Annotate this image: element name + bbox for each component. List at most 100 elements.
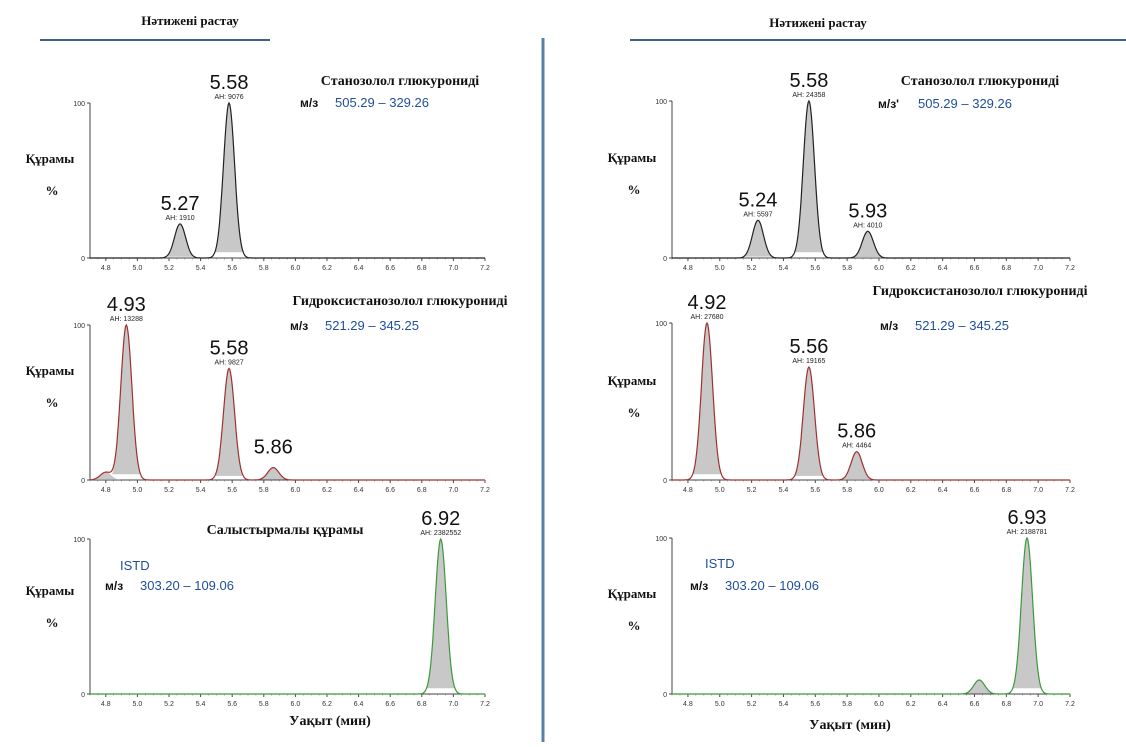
mz-value: 505.29 – 329.26 xyxy=(335,95,429,110)
peak-fill xyxy=(165,223,195,257)
x-tick-label: 5.4 xyxy=(196,265,206,272)
peak-rt-label: 5.58 xyxy=(789,70,828,92)
peak-rt-label: 5.24 xyxy=(738,189,777,211)
y-axis-percent: % xyxy=(628,182,641,197)
y-axis-label: Құрамы xyxy=(26,151,75,166)
x-tick-label: 6.6 xyxy=(970,701,980,708)
y-tick-label: 0 xyxy=(663,256,667,263)
peak-area-label: AH: 4010 xyxy=(853,222,882,229)
peak-fill xyxy=(426,539,455,689)
x-tick-label: 5.8 xyxy=(842,487,852,494)
y-axis-label: Құрамы xyxy=(26,363,75,378)
x-tick-label: 5.2 xyxy=(164,487,174,494)
panel-title: Салыстырмалы құрамы xyxy=(207,523,364,538)
y-tick-label: 100 xyxy=(655,536,667,543)
right-x-axis-title: Уақыт (мин) xyxy=(809,718,891,733)
series-line xyxy=(90,537,485,695)
panel-title: Гидроксистанозолол глюкурониді xyxy=(293,294,508,309)
peak-rt-label: 5.58 xyxy=(210,72,249,94)
series-line xyxy=(672,321,1070,481)
x-tick-label: 6.2 xyxy=(322,265,332,272)
y-tick-label: 100 xyxy=(655,321,667,328)
x-tick-label: 6.6 xyxy=(385,701,395,708)
peak-fill xyxy=(112,325,141,475)
y-tick-label: 0 xyxy=(663,478,667,485)
peak-rt-label: 6.92 xyxy=(421,508,460,530)
x-tick-label: 7.0 xyxy=(449,701,459,708)
y-tick-label: 0 xyxy=(81,692,85,699)
x-tick-label: 4.8 xyxy=(683,701,693,708)
y-tick-label: 100 xyxy=(73,323,85,330)
left-header: Нәтижені растау xyxy=(141,13,239,28)
peak-rt-label: 4.93 xyxy=(107,294,146,316)
mz-value: 303.20 – 109.06 xyxy=(725,578,819,593)
x-tick-label: 5.6 xyxy=(227,701,237,708)
peak-rt-label: 5.93 xyxy=(848,200,887,222)
x-tick-label: 5.0 xyxy=(133,701,143,708)
x-tick-label: 7.2 xyxy=(480,487,490,494)
mz-value: 521.29 – 345.25 xyxy=(325,318,419,333)
peak-rt-label: 5.27 xyxy=(161,193,200,215)
peak-rt-label: 5.86 xyxy=(254,437,293,459)
peak-fill xyxy=(1012,538,1042,689)
y-axis-percent: % xyxy=(46,615,59,630)
panel-title: Гидроксистанозолол глюкурониді xyxy=(873,284,1088,299)
x-tick-label: 7.2 xyxy=(1065,265,1075,272)
x-tick-label: 5.4 xyxy=(779,265,789,272)
peak-area-label: AH: 19165 xyxy=(792,358,825,365)
x-tick-label: 7.2 xyxy=(480,265,490,272)
peak-fill xyxy=(743,220,773,257)
right-header: Нәтижені растау xyxy=(769,15,867,30)
x-tick-label: 4.8 xyxy=(101,701,111,708)
x-tick-label: 6.8 xyxy=(1001,701,1011,708)
y-tick-label: 0 xyxy=(663,692,667,699)
x-tick-label: 5.4 xyxy=(779,487,789,494)
x-tick-label: 5.2 xyxy=(747,265,757,272)
peak-fill xyxy=(214,368,244,476)
y-tick-label: 100 xyxy=(73,101,85,108)
x-tick-label: 7.2 xyxy=(480,701,490,708)
x-tick-label: 5.8 xyxy=(842,701,852,708)
peak-fill xyxy=(214,103,244,253)
peak-area-label: AH: 4464 xyxy=(842,443,871,450)
x-tick-label: 7.0 xyxy=(1033,265,1043,272)
y-axis-percent: % xyxy=(628,618,641,633)
x-tick-label: 5.0 xyxy=(715,265,725,272)
mz-key: м/з xyxy=(690,579,708,593)
x-tick-label: 6.4 xyxy=(354,701,364,708)
x-tick-label: 6.4 xyxy=(354,265,364,272)
x-tick-label: 6.8 xyxy=(1001,265,1011,272)
x-tick-label: 6.4 xyxy=(354,487,364,494)
x-tick-label: 5.8 xyxy=(259,265,269,272)
x-tick-label: 6.6 xyxy=(970,487,980,494)
x-tick-label: 5.2 xyxy=(164,265,174,272)
peak-rt-label: 4.92 xyxy=(688,292,727,314)
mz-value: 505.29 – 329.26 xyxy=(918,96,1012,111)
istd-label: ISTD xyxy=(120,558,150,573)
x-tick-label: 5.2 xyxy=(747,701,757,708)
x-tick-label: 5.6 xyxy=(810,487,820,494)
peak-area-label: AH: 24358 xyxy=(792,92,825,99)
peak-rt-label: 5.86 xyxy=(837,421,876,443)
mz-key: м/з xyxy=(105,579,123,593)
x-tick-label: 7.0 xyxy=(449,487,459,494)
mz-key: м/з xyxy=(300,96,318,110)
panel-title: Станозолол глюкурониді xyxy=(901,74,1059,89)
mz-value: 521.29 – 345.25 xyxy=(915,318,1009,333)
x-tick-label: 6.6 xyxy=(970,265,980,272)
y-axis-label: Құрамы xyxy=(26,583,75,598)
x-tick-label: 6.2 xyxy=(906,701,916,708)
peak-area-label: AH: 2382552 xyxy=(420,530,461,537)
mz-key: м/з xyxy=(880,319,898,333)
x-tick-label: 6.8 xyxy=(417,701,427,708)
x-tick-label: 5.8 xyxy=(259,487,269,494)
y-tick-label: 0 xyxy=(81,256,85,263)
x-tick-label: 7.0 xyxy=(1033,487,1043,494)
x-tick-label: 7.2 xyxy=(1065,701,1075,708)
peak-area-label: AH: 1910 xyxy=(165,215,194,222)
x-tick-label: 6.0 xyxy=(291,487,301,494)
x-tick-label: 5.4 xyxy=(196,701,206,708)
chart-panels: 0 100 4.8 5.0 5.2 5.4 5.6 5.8 6.0 6.2 6.4 6.6 6.8 7.0… xyxy=(26,70,1088,708)
x-tick-label: 5.0 xyxy=(133,265,143,272)
